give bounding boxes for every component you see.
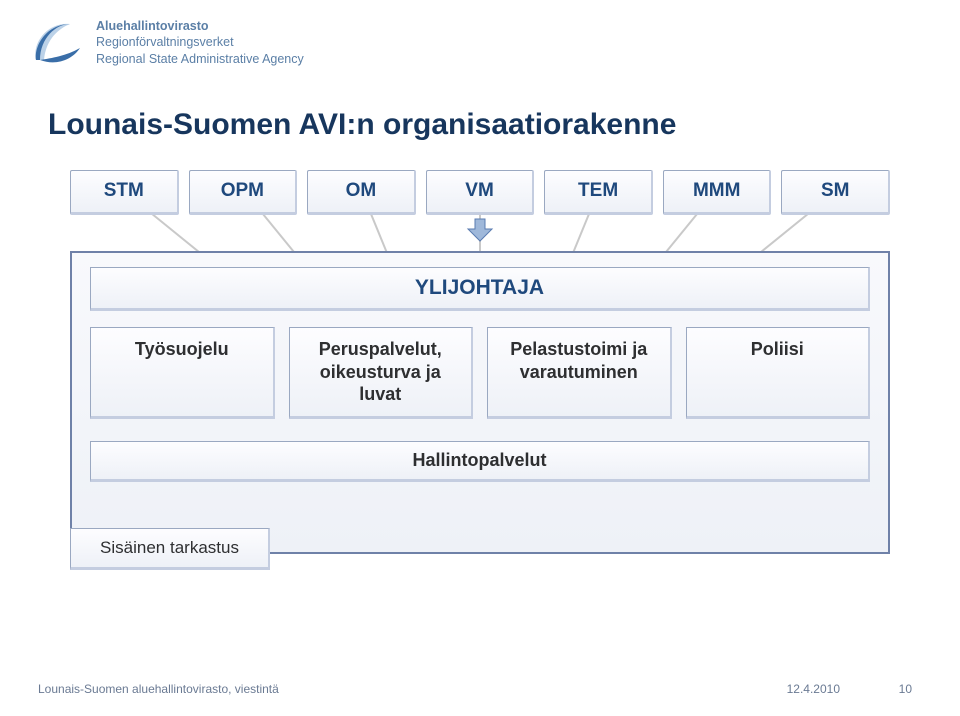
agency-line1: Aluehallintovirasto	[96, 18, 304, 34]
footer-date: 12.4.2010	[787, 682, 840, 696]
agency-logo-icon	[30, 18, 86, 74]
agency-line2: Regionförvaltningsverket	[96, 34, 304, 50]
footer-page-number: 10	[899, 682, 912, 696]
ministry-box: OPM	[189, 170, 298, 215]
sisainen-tarkastus-box: Sisäinen tarkastus	[70, 528, 270, 570]
ministry-box: VM	[426, 170, 535, 215]
org-chart: STMOPMOMVMTEMMMMSM YLIJOHTAJA Työsuojelu…	[70, 170, 890, 600]
ministry-box: STM	[70, 170, 179, 215]
slide-header: Aluehallintovirasto Regionförvaltningsve…	[30, 18, 304, 74]
department-box: Poliisi	[686, 327, 871, 419]
down-arrow-icon	[466, 217, 494, 243]
ministry-box: MMM	[663, 170, 772, 215]
hallintopalvelut-box: Hallintopalvelut	[90, 441, 870, 482]
ministry-box: TEM	[544, 170, 653, 215]
agency-line3: Regional State Administrative Agency	[96, 51, 304, 67]
department-box: Pelastustoimi ja varautuminen	[487, 327, 672, 419]
ministry-box: SM	[781, 170, 890, 215]
agency-name-block: Aluehallintovirasto Regionförvaltningsve…	[96, 18, 304, 67]
ministries-row: STMOPMOMVMTEMMMMSM	[70, 170, 890, 215]
page-title: Lounais-Suomen AVI:n organisaatiorakenne	[48, 108, 676, 142]
departments-row: TyösuojeluPeruspalvelut, oikeusturva ja …	[90, 327, 870, 419]
ministry-box: OM	[307, 170, 416, 215]
department-box: Työsuojelu	[90, 327, 275, 419]
ylijohtaja-box: YLIJOHTAJA	[90, 267, 870, 311]
department-box: Peruspalvelut, oikeusturva ja luvat	[289, 327, 474, 419]
footer-source: Lounais-Suomen aluehallintovirasto, vies…	[38, 682, 279, 696]
org-container: YLIJOHTAJA TyösuojeluPeruspalvelut, oike…	[70, 251, 890, 554]
